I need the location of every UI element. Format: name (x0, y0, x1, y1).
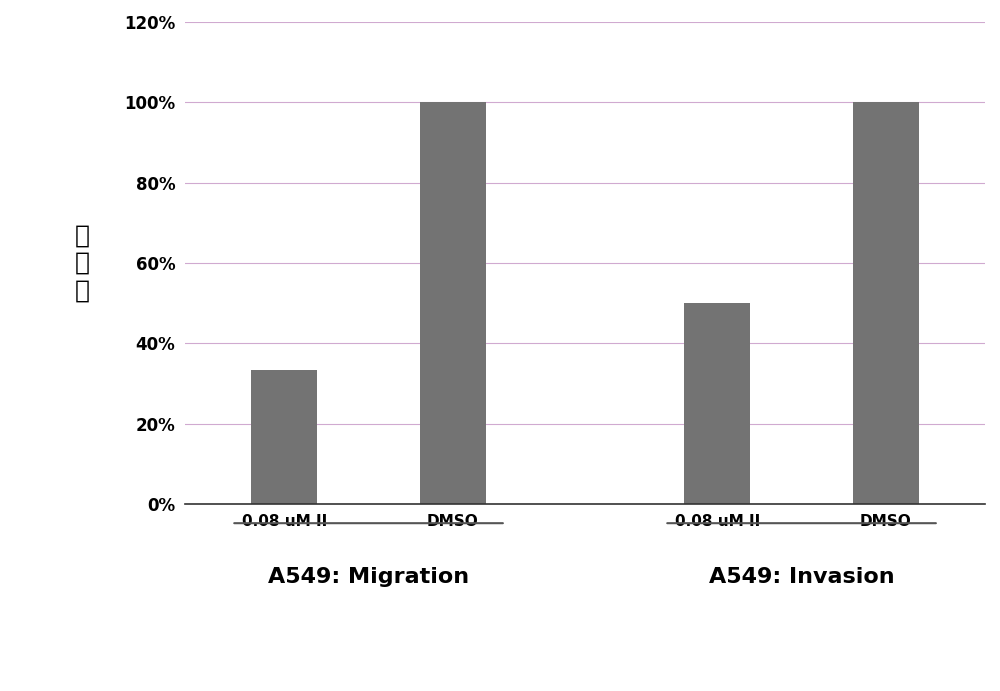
Bar (420, 102, 486, 504)
Text: A549: Migration: A549: Migration (268, 567, 469, 587)
Bar (251, 370, 317, 504)
Bar (684, 303, 750, 504)
Y-axis label: 迁
移
率: 迁 移 率 (75, 223, 90, 303)
Text: A549: Invasion: A549: Invasion (709, 567, 894, 587)
Bar (853, 102, 919, 504)
